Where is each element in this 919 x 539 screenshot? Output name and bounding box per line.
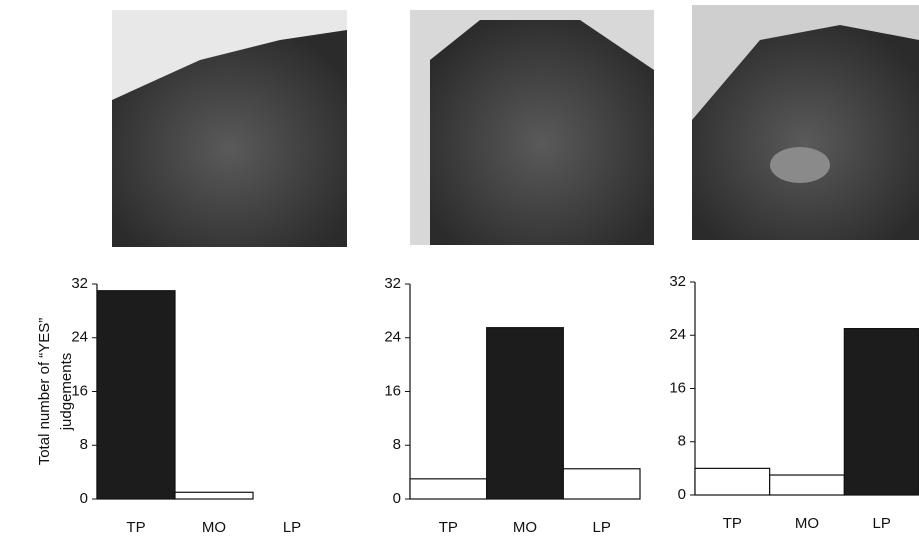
bar bbox=[695, 468, 770, 495]
x-tick-label: TP bbox=[723, 515, 742, 532]
y-tick-label: 32 bbox=[71, 275, 88, 292]
photo bbox=[692, 5, 919, 240]
y-tick-label: 16 bbox=[669, 379, 686, 396]
x-tick-label: MO bbox=[202, 519, 226, 536]
y-tick-label: 0 bbox=[678, 486, 686, 503]
x-tick-label: LP bbox=[283, 519, 301, 536]
y-tick-label: 24 bbox=[384, 329, 401, 346]
x-tick-label: LP bbox=[592, 519, 610, 536]
y-tick-label: 0 bbox=[393, 490, 401, 507]
photo bbox=[112, 10, 347, 247]
y-tick-label: 32 bbox=[669, 273, 686, 290]
x-tick-label: LP bbox=[872, 515, 890, 532]
y-tick-label: 8 bbox=[393, 436, 401, 453]
x-tick-label: MO bbox=[795, 515, 819, 532]
y-tick-label: 8 bbox=[80, 436, 88, 453]
bar bbox=[844, 329, 919, 495]
bar bbox=[97, 291, 175, 499]
y-tick-label: 24 bbox=[71, 329, 88, 346]
bar bbox=[770, 475, 845, 495]
figure: 0 8 16 24 32 TP MO LP Total number of “YES” judge… bbox=[0, 0, 919, 539]
y-axis-label-line: Total number of “YES” bbox=[36, 318, 53, 466]
bar bbox=[175, 492, 253, 499]
y-tick-label: 32 bbox=[384, 275, 401, 292]
y-tick-label: 8 bbox=[678, 433, 686, 450]
bar bbox=[487, 328, 564, 499]
y-axis-label-line: judgements bbox=[58, 353, 75, 432]
x-tick-label: TP bbox=[439, 519, 458, 536]
photo bbox=[410, 10, 654, 245]
y-axis-label: Total number of “YES” judgements bbox=[36, 318, 75, 466]
x-tick-label: TP bbox=[126, 519, 145, 536]
bar bbox=[410, 479, 487, 499]
y-tick-label: 16 bbox=[384, 382, 401, 399]
x-tick-label: MO bbox=[513, 519, 537, 536]
bar bbox=[563, 469, 640, 499]
y-tick-label: 24 bbox=[669, 326, 686, 343]
y-tick-label: 0 bbox=[80, 490, 88, 507]
